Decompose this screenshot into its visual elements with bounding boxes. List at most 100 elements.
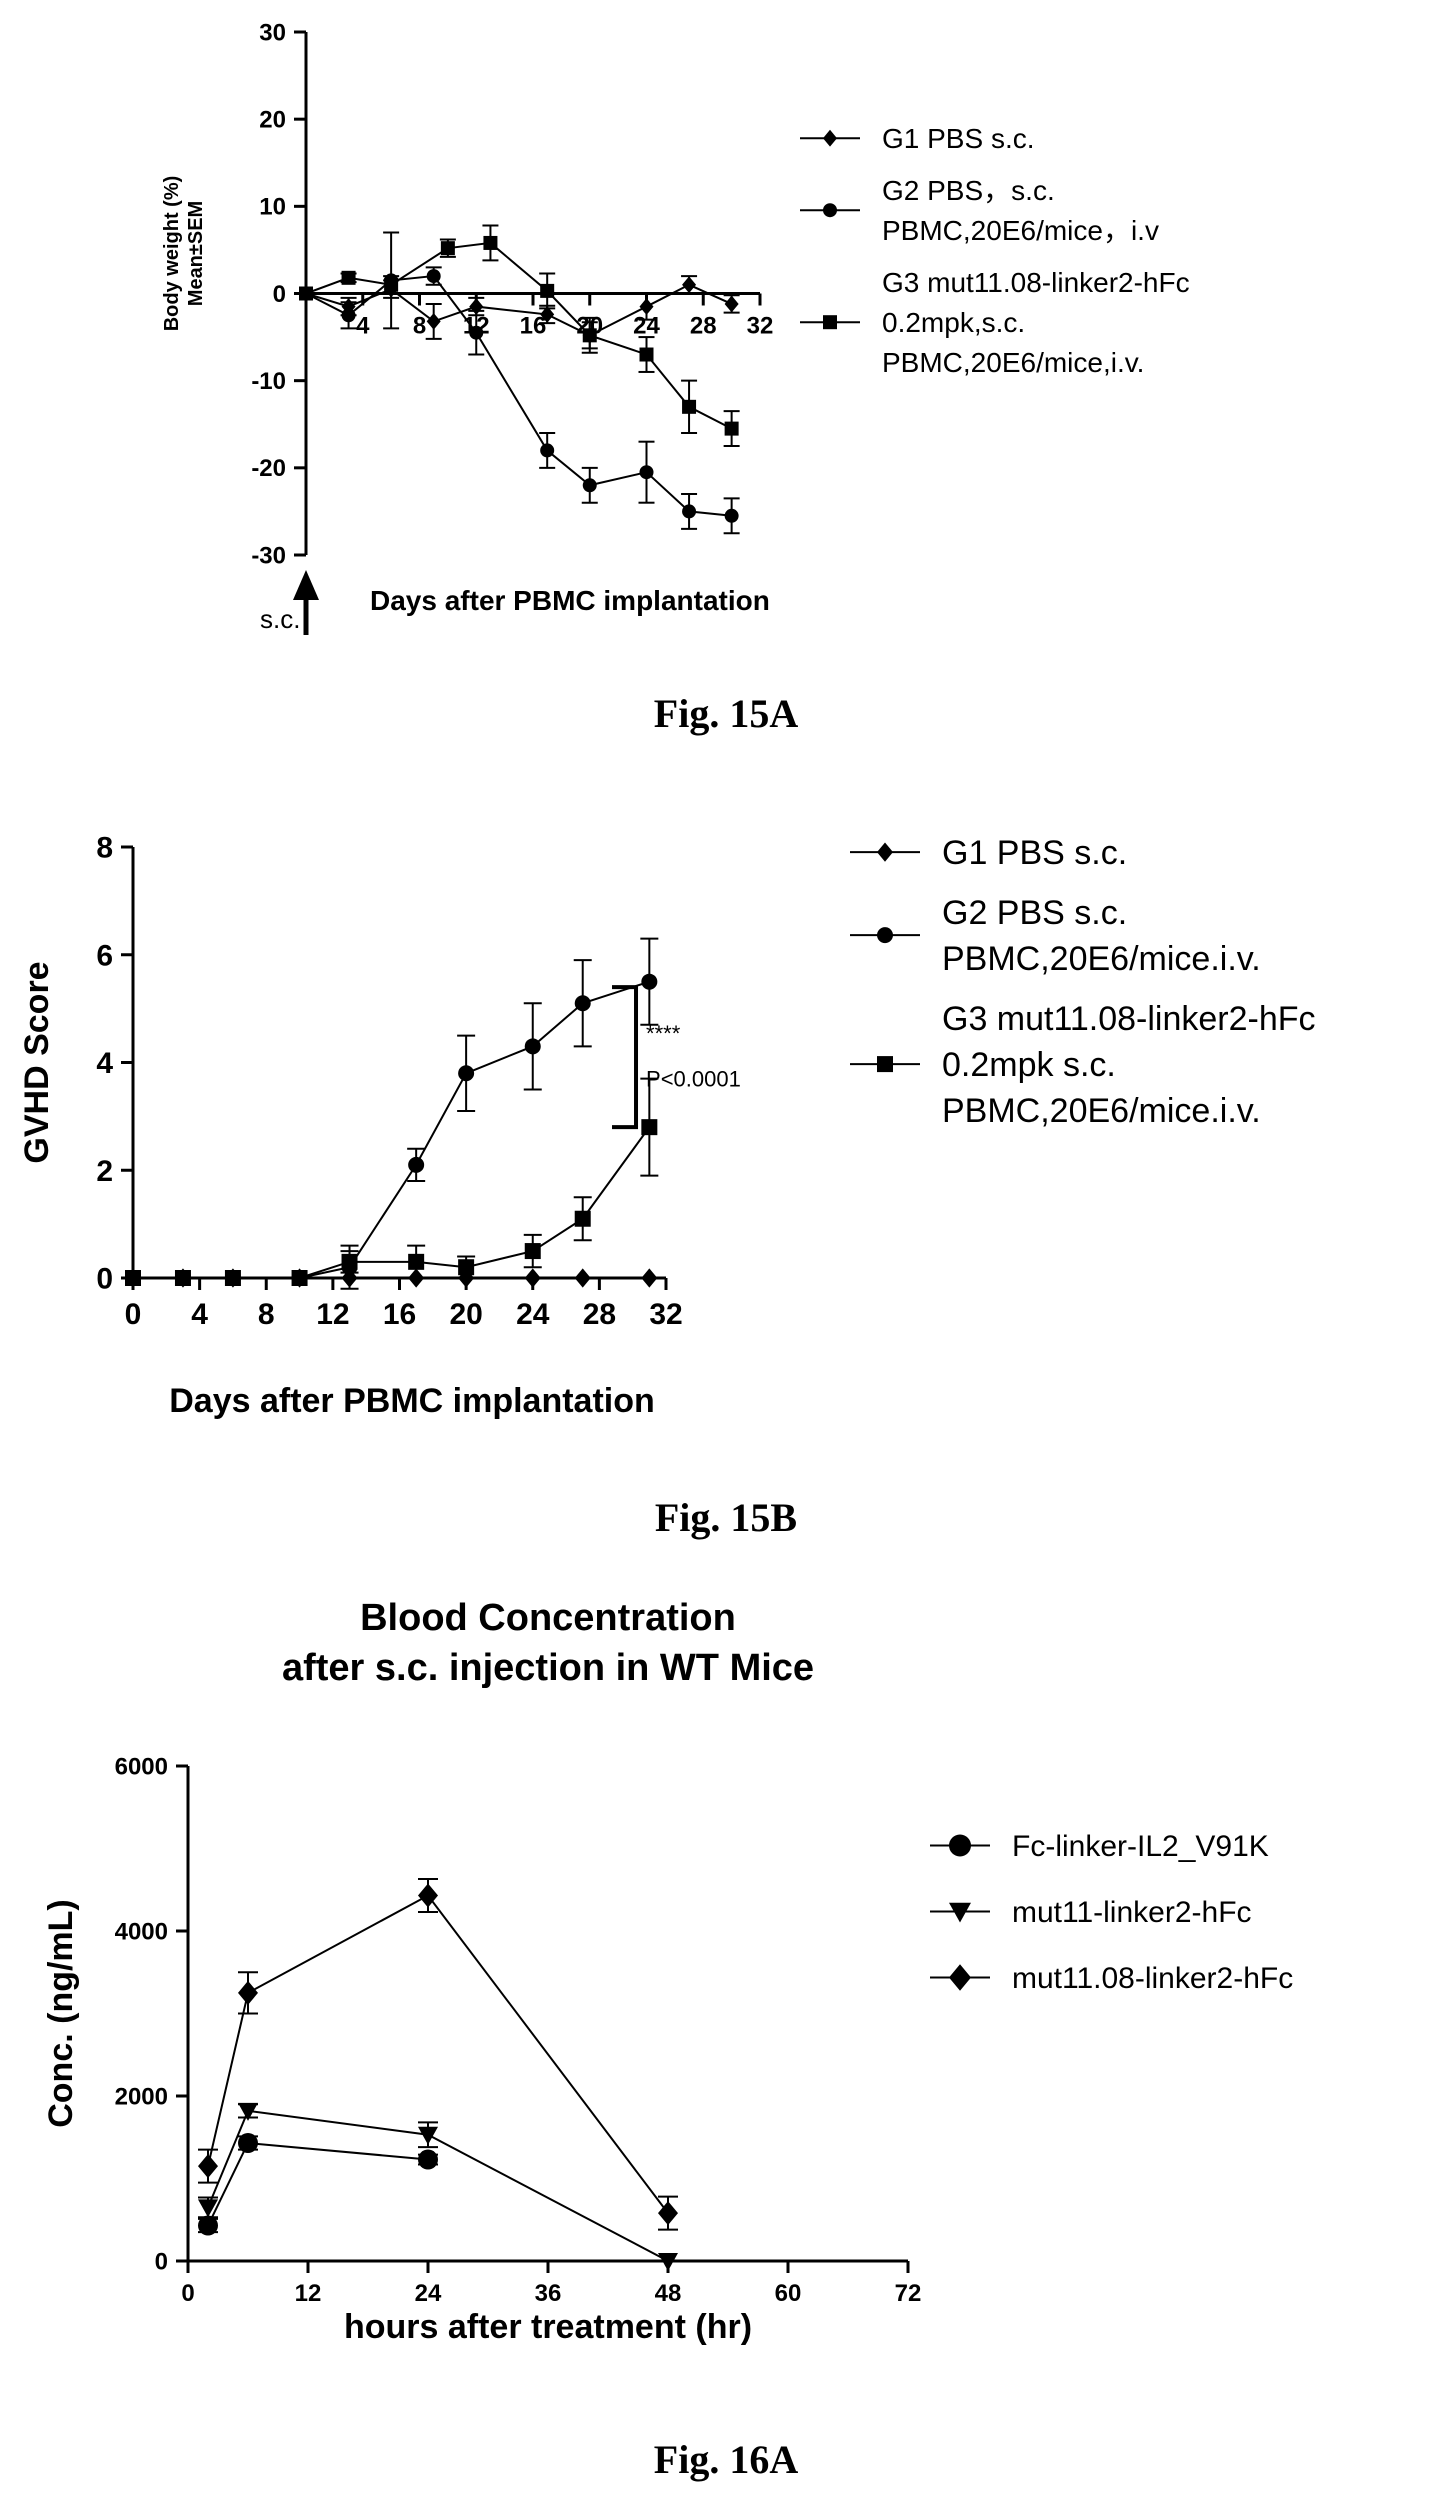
y-tick-label: 6 <box>96 939 113 972</box>
legend-marker <box>877 1056 893 1073</box>
y-tick-label: -30 <box>251 542 286 569</box>
figure-label-15a: Fig. 15A <box>653 691 799 736</box>
data-point <box>469 325 484 340</box>
data-point <box>198 2199 218 2218</box>
x-tick-label: 48 <box>655 2280 682 2307</box>
legend-marker <box>823 129 837 147</box>
data-point <box>174 1270 191 1286</box>
data-point <box>483 235 498 250</box>
data-point <box>658 2253 678 2271</box>
x-tick-label: 32 <box>649 1298 682 1331</box>
legend-label-line: mut11.08-linker2-hFc <box>1012 1962 1293 1995</box>
series-line <box>305 275 732 517</box>
data-point <box>299 286 313 301</box>
x-tick-label: 16 <box>383 1298 416 1331</box>
legend-label-line: PBMC,20E6/mice，i.v <box>882 215 1159 246</box>
legend-entry-1: G1 PBS s.c. <box>850 834 1127 872</box>
x-tick-label: 20 <box>449 1298 482 1331</box>
data-point <box>641 1268 658 1288</box>
legend-entry-2: G2 PBS s.c. PBMC,20E6/mice.i.v. <box>850 894 1261 978</box>
legend-label-line: PBMC,20E6/mice,i.v. <box>882 347 1144 378</box>
series-line <box>133 1126 651 1279</box>
y-tick-label: 2000 <box>115 2083 168 2110</box>
y-tick-label: 6000 <box>115 1753 168 1780</box>
legend-label-line: PBMC,20E6/mice.i.v. <box>942 940 1261 978</box>
series-3 <box>198 1878 678 2231</box>
figure-label-16a: Fig. 16A <box>653 2437 799 2482</box>
data-point <box>639 465 654 480</box>
x-tick-label: 0 <box>125 1298 142 1331</box>
data-point <box>341 308 356 323</box>
x-tick-label: 32 <box>747 313 774 340</box>
legend-label-line: 0.2mpk,s.c. <box>882 307 1025 338</box>
series-line <box>207 1894 669 2214</box>
data-point <box>458 1065 475 1082</box>
data-point <box>540 443 555 458</box>
data-point <box>408 1253 425 1270</box>
data-point <box>639 347 654 362</box>
legend-marker <box>823 203 837 218</box>
data-point <box>641 973 658 990</box>
data-point <box>682 504 697 519</box>
data-point <box>341 270 356 285</box>
series-3 <box>299 224 740 448</box>
data-point <box>540 283 555 298</box>
x-tick-label: 0 <box>181 2280 194 2307</box>
data-point <box>238 1980 258 2005</box>
data-point <box>198 2154 218 2179</box>
x-tick-label: 60 <box>775 2280 802 2307</box>
series-2 <box>198 2102 678 2271</box>
x-tick-label: 72 <box>895 2280 922 2307</box>
x-axis-label: Days after PBMC implantation <box>169 1382 655 1420</box>
legend-label-line: G2 PBS s.c. <box>942 894 1127 932</box>
legend-entry-3: mut11.08-linker2-hFc <box>930 1962 1293 1995</box>
x-axis-label: Days after PBMC implantation <box>370 585 770 616</box>
significance-stars: **** <box>646 1021 681 1046</box>
x-tick-label: 28 <box>690 313 717 340</box>
data-point <box>440 241 455 256</box>
data-point <box>418 1883 438 1908</box>
chart-title-line: Blood Concentration <box>360 1597 736 1639</box>
legend-entry-1: Fc-linker-IL2_V91K <box>930 1830 1269 1863</box>
legend-label-line: PBMC,20E6/mice.i.v. <box>942 1092 1261 1130</box>
sc-arrow-annotation: s.c. <box>260 570 319 635</box>
legend-label-line: G2 PBS，s.c. <box>882 175 1055 206</box>
legend-entry-1: G1 PBS s.c. <box>800 123 1035 154</box>
data-point <box>418 2126 438 2145</box>
series-line <box>133 980 650 1279</box>
legend-marker <box>877 927 893 944</box>
legend-label-line: Fc-linker-IL2_V91K <box>1012 1830 1269 1863</box>
y-tick-label: 8 <box>96 832 113 865</box>
y-axis-label: Conc. (ng/mL) <box>42 1899 80 2128</box>
y-axis-label: GVHD Score <box>18 961 56 1163</box>
legend-label-line: G1 PBS s.c. <box>942 834 1127 872</box>
data-point <box>291 1270 308 1286</box>
data-point <box>574 1268 591 1288</box>
x-axis-label: hours after treatment (hr) <box>344 2308 752 2346</box>
x-tick-label: 8 <box>413 313 426 340</box>
data-point <box>224 1270 241 1286</box>
data-point <box>458 1259 475 1276</box>
legend-label-line: G3 mut11.08-linker2-hFc <box>882 267 1190 298</box>
legend-marker <box>949 1902 971 1923</box>
data-point <box>418 2149 438 2170</box>
x-tick-label: 24 <box>516 1298 550 1331</box>
y-axis-label-line: Mean±SEM <box>185 201 207 306</box>
data-point <box>384 277 399 292</box>
series-line <box>305 241 733 430</box>
data-point <box>540 306 555 323</box>
data-point <box>238 2102 258 2121</box>
data-point <box>238 2133 258 2154</box>
x-tick-label: 28 <box>583 1298 616 1331</box>
y-tick-label: -20 <box>251 455 286 482</box>
x-tick-label: 4 <box>191 1298 208 1331</box>
p-value-label: P<0.0001 <box>646 1067 741 1092</box>
legend-marker <box>949 1834 971 1857</box>
x-tick-label: 24 <box>415 2280 442 2307</box>
series-line <box>207 2141 429 2226</box>
data-point <box>524 1038 541 1055</box>
data-point <box>125 1270 141 1286</box>
data-point <box>724 421 739 436</box>
legend-label-line: 0.2mpk s.c. <box>942 1046 1116 1084</box>
y-tick-label: 20 <box>259 107 286 134</box>
